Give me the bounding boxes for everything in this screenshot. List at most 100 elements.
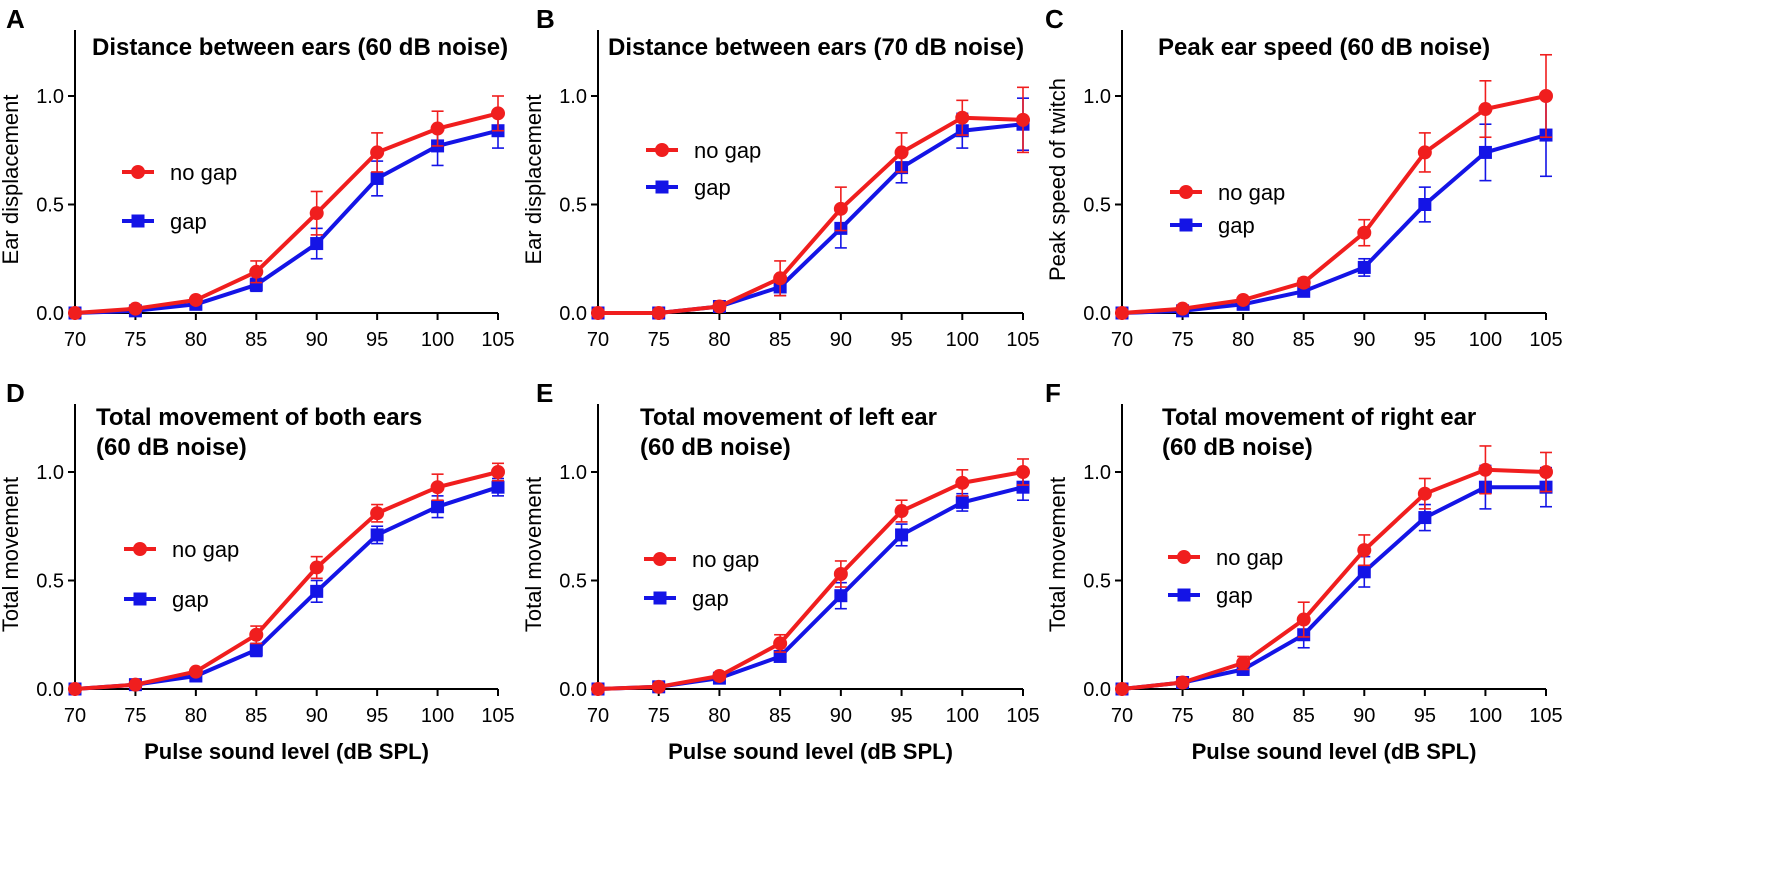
panel-letter: B	[536, 4, 555, 34]
legend-item-no-gap: no gap	[122, 160, 237, 185]
series-no-gap	[68, 462, 505, 696]
data-point	[1478, 102, 1493, 117]
data-point	[834, 589, 848, 603]
legend-marker	[653, 552, 667, 566]
y-tick-label: 0.5	[559, 571, 587, 593]
legend-item-gap: gap	[122, 209, 207, 234]
series-line	[597, 470, 1024, 691]
panel-letter: D	[6, 378, 25, 408]
panel-f: F Total movement of right ear (60 dB noise…	[1045, 378, 1563, 764]
legend-item-no-gap: no gap	[1168, 545, 1283, 570]
legend-item-gap: gap	[1168, 583, 1253, 608]
y-tick-label: 0.5	[36, 571, 64, 593]
series-no-gap	[591, 86, 1030, 320]
legend: no gap gap	[124, 537, 239, 612]
data-point	[68, 306, 82, 320]
data-point	[370, 528, 384, 542]
legend-label: no gap	[172, 537, 239, 562]
legend: no gap gap	[644, 547, 759, 611]
data-point	[1418, 198, 1432, 211]
data-point	[773, 636, 788, 651]
x-tick-label: 70	[64, 705, 86, 727]
data-point	[431, 500, 445, 514]
x-tick-label: 90	[830, 329, 852, 351]
chart-title: Total movement of left ear	[640, 404, 937, 431]
data-point	[1478, 462, 1493, 477]
x-tick-label: 95	[366, 329, 388, 351]
data-point	[310, 237, 324, 251]
legend: no gap gap	[122, 160, 237, 234]
series-line	[74, 470, 499, 691]
data-point	[1296, 612, 1311, 627]
legend: no gap gap	[1168, 545, 1283, 608]
data-point	[1417, 486, 1432, 501]
legend-label: no gap	[692, 547, 759, 572]
y-tick-label: 0.5	[36, 195, 64, 217]
x-tick-label: 70	[64, 329, 86, 351]
x-tick-label: 90	[1353, 705, 1375, 727]
series-line	[597, 485, 1024, 691]
data-point	[591, 306, 605, 320]
x-tick-label: 105	[481, 329, 514, 351]
x-tick-label: 75	[648, 705, 670, 727]
x-axis-label: Pulse sound level (dB SPL)	[144, 739, 429, 764]
data-point	[370, 145, 385, 160]
data-point	[370, 506, 385, 521]
legend-label: no gap	[170, 160, 237, 185]
y-axis-label: Total movement	[0, 477, 23, 632]
y-tick-label: 1.0	[1083, 86, 1111, 108]
series-no-gap	[68, 95, 505, 320]
data-point	[712, 668, 727, 683]
data-point	[491, 465, 505, 479]
y-tick-label: 0.0	[559, 303, 587, 325]
x-tick-label: 75	[1171, 329, 1193, 351]
legend: no gap gap	[646, 138, 761, 200]
y-tick-label: 0.5	[1083, 571, 1111, 593]
data-point	[833, 566, 848, 581]
legend-marker	[133, 592, 147, 606]
data-point	[309, 206, 324, 221]
data-point	[833, 201, 848, 216]
data-point	[430, 121, 445, 136]
data-point	[1539, 465, 1553, 479]
series-line	[1121, 485, 1546, 691]
chart-title: (60 dB noise)	[96, 434, 247, 461]
data-point	[491, 106, 505, 121]
y-axis-label: Total movement	[521, 477, 546, 632]
y-tick-label: 1.0	[559, 462, 587, 484]
x-tick-label: 105	[1006, 329, 1039, 351]
data-point	[249, 264, 264, 279]
series-line	[1121, 133, 1547, 315]
data-point	[1478, 145, 1492, 159]
panel-letter: A	[6, 4, 25, 34]
x-tick-label: 95	[1414, 705, 1436, 727]
legend-label: gap	[1216, 583, 1253, 608]
x-tick-label: 70	[1111, 705, 1133, 727]
chart-title: Distance between ears (60 dB noise)	[92, 34, 508, 61]
legend-marker	[1179, 185, 1193, 199]
panel-letter: C	[1045, 4, 1064, 34]
data-point	[651, 679, 666, 694]
data-point	[1115, 306, 1129, 320]
x-tick-label: 85	[245, 705, 267, 727]
legend-label: gap	[1218, 213, 1255, 238]
data-point	[1016, 112, 1030, 127]
x-tick-label: 105	[1529, 329, 1562, 351]
data-point	[68, 682, 82, 696]
x-tick-label: 80	[708, 329, 730, 351]
data-point	[1357, 260, 1371, 274]
series-line	[74, 111, 499, 315]
x-tick-label: 95	[890, 705, 912, 727]
y-tick-label: 0.5	[1083, 195, 1111, 217]
data-point	[1357, 565, 1371, 579]
y-tick-label: 0.5	[559, 195, 587, 217]
data-point	[955, 475, 970, 490]
series-gap	[68, 477, 505, 696]
x-tick-label: 80	[1232, 329, 1254, 351]
x-tick-label: 70	[587, 705, 609, 727]
y-tick-label: 1.0	[1083, 462, 1111, 484]
x-tick-label: 105	[1006, 705, 1039, 727]
data-point	[1539, 89, 1553, 103]
x-tick-label: 85	[1293, 705, 1315, 727]
panel-e: E Total movement of left ear (60 dB noise)…	[521, 378, 1040, 764]
